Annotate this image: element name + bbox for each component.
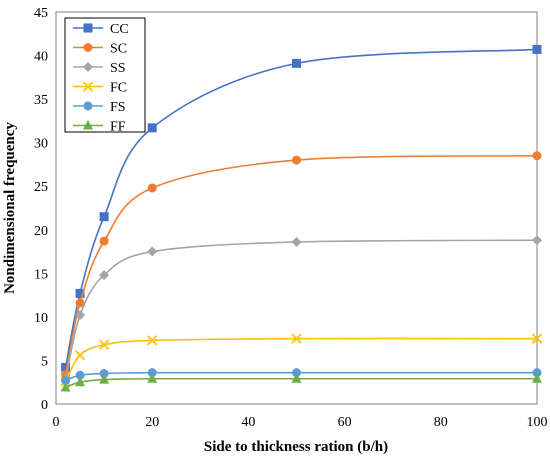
legend-label: FS (110, 100, 126, 115)
series-cc (61, 44, 542, 372)
legend-marker-cc (83, 23, 93, 33)
x-tick-label: 80 (434, 415, 448, 430)
data-point-ss (99, 270, 110, 281)
legend-item-ss: SS (73, 61, 126, 76)
data-point-cc (532, 44, 542, 54)
y-tick-label: 30 (34, 137, 48, 152)
x-tick-label: 40 (241, 415, 255, 430)
data-point-fs (292, 368, 301, 378)
data-point-ff (75, 376, 86, 387)
legend-marker-sc (83, 43, 93, 52)
legend-label: FF (110, 120, 126, 135)
series-fc (60, 333, 543, 387)
legend-label: CC (110, 22, 129, 37)
data-point-fs (61, 375, 71, 385)
x-axis-title: Side to thickness ration (b/h) (204, 439, 388, 455)
series-ff (60, 373, 542, 392)
y-tick-label: 40 (34, 50, 48, 65)
data-point-fc (98, 339, 110, 350)
y-tick-label: 15 (34, 267, 48, 282)
data-point-ss (291, 236, 302, 247)
series-fs (61, 368, 542, 385)
data-point-fc (291, 333, 302, 344)
data-point-fs (75, 370, 85, 380)
legend-item-fs: FS (73, 100, 126, 115)
y-tick-label: 45 (34, 6, 48, 21)
data-point-ff (60, 381, 71, 392)
data-point-cc (147, 123, 157, 133)
data-point-cc (75, 288, 85, 298)
y-tick-label: 20 (34, 224, 48, 239)
legend-marker-ff (83, 120, 93, 130)
data-point-cc (61, 362, 71, 372)
legend: CC SC SS FC FS FF (64, 17, 146, 135)
x-tick-label: 20 (145, 415, 159, 430)
data-point-fc (147, 335, 158, 346)
data-point-ff (532, 373, 542, 383)
data-point-ff (99, 374, 110, 384)
legend-item-sc: SC (73, 42, 127, 57)
y-tick-label: 10 (34, 311, 48, 326)
data-point-ss (147, 246, 158, 257)
legend-label: SS (110, 61, 126, 76)
x-tick-label: 100 (527, 415, 548, 430)
y-tick-label: 25 (34, 180, 48, 195)
series-ss (60, 235, 542, 385)
data-point-sc (75, 298, 85, 308)
data-point-sc (532, 151, 542, 161)
x-tick-label: 0 (53, 415, 60, 430)
data-point-fs (532, 368, 542, 378)
legend-label: FC (110, 81, 127, 96)
data-point-ff (291, 373, 302, 383)
data-point-cc (99, 212, 109, 222)
y-tick-label: 5 (41, 354, 48, 369)
legend-item-cc: CC (73, 22, 129, 37)
data-point-sc (292, 155, 301, 165)
axis-ticks: 0 5 10 15 20 25 30 35 40 45 0 20 40 60 80 100 (34, 6, 548, 430)
legend-marker-fs (83, 101, 93, 111)
data-point-ss (75, 310, 86, 321)
data-point-ff (147, 373, 158, 383)
legend-marker-fc (82, 81, 94, 92)
data-point-cc (292, 58, 301, 68)
data-point-fc (531, 333, 543, 344)
y-axis-title: Nondimensional frequency (2, 122, 18, 294)
legend-item-ff: FF (73, 120, 126, 135)
data-point-sc (99, 236, 109, 246)
data-point-sc (147, 183, 157, 193)
data-point-fs (99, 369, 109, 379)
data-point-fs (147, 368, 157, 378)
x-tick-label: 60 (338, 415, 352, 430)
legend-item-fc: FC (73, 81, 127, 96)
data-point-fc (74, 350, 86, 361)
series-layer (60, 44, 543, 392)
legend-box (64, 17, 146, 133)
legend-marker-ss (83, 62, 93, 72)
legend-label: SC (110, 42, 127, 57)
y-tick-label: 0 (41, 398, 48, 413)
y-tick-label: 35 (34, 93, 48, 108)
data-point-ss (532, 235, 542, 246)
